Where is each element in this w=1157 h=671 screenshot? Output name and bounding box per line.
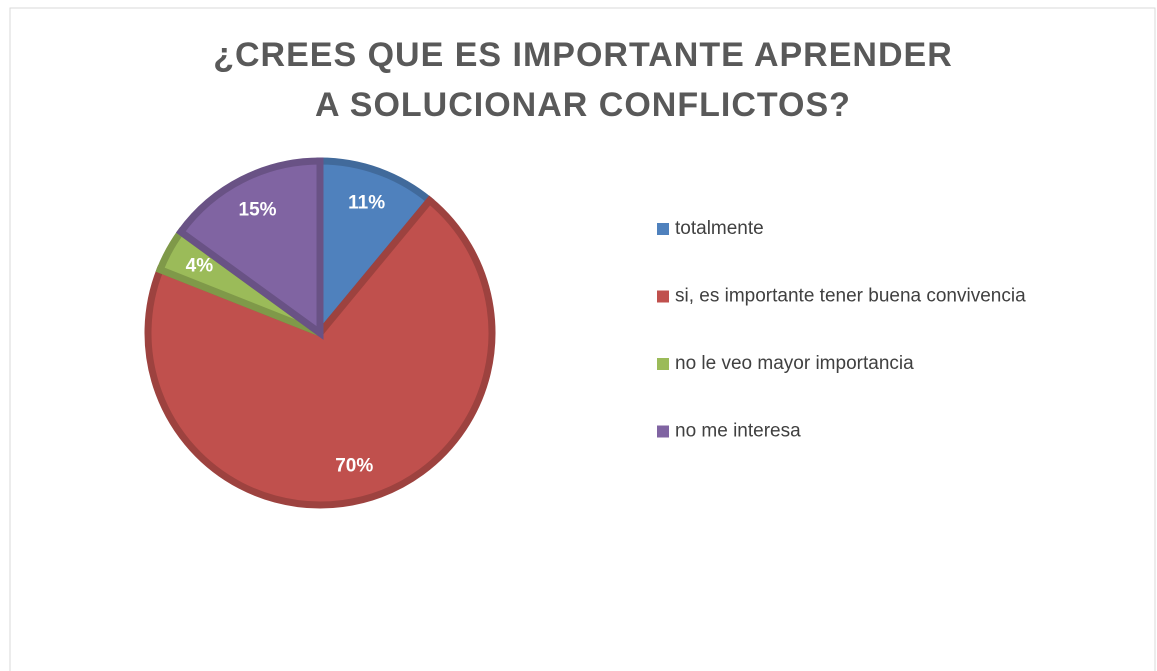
pie-slice (175, 157, 324, 340)
chart-title: ¿CREES QUE ES IMPORTANTE APRENDER A SOLU… (213, 36, 953, 124)
legend-label: si, es importante tener buena convivenci… (675, 286, 1026, 307)
legend-swatch (657, 290, 669, 303)
pie-slice (144, 195, 496, 509)
data-label: 11% (348, 193, 385, 214)
legend-swatch (657, 425, 669, 438)
data-label: 15% (239, 199, 277, 220)
pie-slice (316, 157, 435, 343)
data-label: 70% (335, 455, 373, 476)
legend-label: totalmente (675, 218, 764, 239)
legend-swatch (657, 223, 669, 235)
legend-label: no le veo mayor importancia (675, 353, 914, 374)
legend-swatch (657, 358, 669, 370)
data-label: 4% (186, 256, 214, 277)
legend-label: no me interesa (675, 421, 801, 442)
